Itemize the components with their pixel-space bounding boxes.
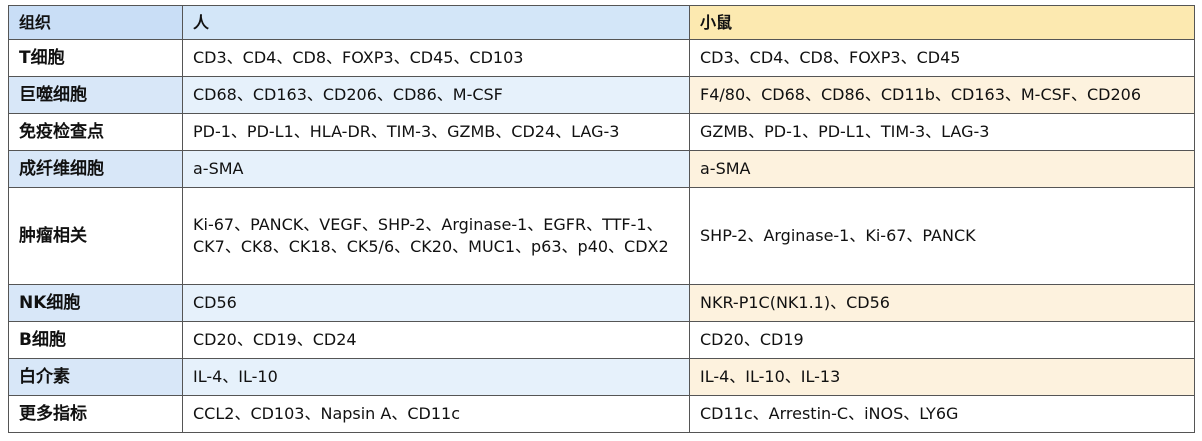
- table-row: 成纤维细胞 a-SMA a-SMA: [8, 150, 1195, 188]
- header-cell: 组织: [8, 5, 183, 40]
- human-cell: CD56: [182, 284, 690, 322]
- human-cell: a-SMA: [182, 150, 690, 188]
- table-row: NK细胞 CD56 NKR-P1C(NK1.1)、CD56: [8, 284, 1195, 322]
- table-row: B细胞 CD20、CD19、CD24 CD20、CD19: [8, 321, 1195, 359]
- mouse-cell: CD3、CD4、CD8、FOXP3、CD45: [689, 39, 1195, 77]
- table-row: 更多指标 CCL2、CD103、Napsin A、CD11c CD11c、Arres…: [8, 395, 1195, 433]
- tissue-cell: 更多指标: [8, 395, 183, 433]
- table-body: T细胞 CD3、CD4、CD8、FOXP3、CD45、CD103 CD3、CD4、C…: [8, 39, 1195, 433]
- human-cell: CCL2、CD103、Napsin A、CD11c: [182, 395, 690, 433]
- tissue-cell: 免疫检查点: [8, 113, 183, 151]
- tissue-cell: NK细胞: [8, 284, 183, 322]
- tissue-cell: T细胞: [8, 39, 183, 77]
- table-row: 巨噬细胞 CD68、CD163、CD206、CD86、M-CSF F4/80、CD6…: [8, 76, 1195, 114]
- human-cell: CD68、CD163、CD206、CD86、M-CSF: [182, 76, 690, 114]
- tissue-cell: 肿瘤相关: [8, 187, 183, 285]
- mouse-cell: CD11c、Arrestin-C、iNOS、LY6G: [689, 395, 1195, 433]
- header-cell: 人: [182, 5, 690, 40]
- mouse-cell: F4/80、CD68、CD86、CD11b、CD163、M-CSF、CD206: [689, 76, 1195, 114]
- mouse-cell: IL-4、IL-10、IL-13: [689, 358, 1195, 396]
- human-cell: CD3、CD4、CD8、FOXP3、CD45、CD103: [182, 39, 690, 77]
- table-row: 白介素 IL-4、IL-10 IL-4、IL-10、IL-13: [8, 358, 1195, 396]
- mouse-cell: CD20、CD19: [689, 321, 1195, 359]
- human-cell: Ki-67、PANCK、VEGF、SHP-2、Arginase-1、EGFR、T…: [182, 187, 690, 285]
- header-row: 组织人小鼠: [8, 5, 1195, 40]
- marker-table: 组织人小鼠 T细胞 CD3、CD4、CD8、FOXP3、CD45、CD103 CD3…: [8, 5, 1195, 433]
- tissue-cell: 成纤维细胞: [8, 150, 183, 188]
- tissue-cell: B细胞: [8, 321, 183, 359]
- table-row: 免疫检查点 PD-1、PD-L1、HLA-DR、TIM-3、GZMB、CD24、L…: [8, 113, 1195, 151]
- human-cell: PD-1、PD-L1、HLA-DR、TIM-3、GZMB、CD24、LAG-3: [182, 113, 690, 151]
- mouse-cell: GZMB、PD-1、PD-L1、TIM-3、LAG-3: [689, 113, 1195, 151]
- human-cell: IL-4、IL-10: [182, 358, 690, 396]
- tissue-cell: 巨噬细胞: [8, 76, 183, 114]
- tissue-cell: 白介素: [8, 358, 183, 396]
- header-cell: 小鼠: [689, 5, 1195, 40]
- table-row: 肿瘤相关 Ki-67、PANCK、VEGF、SHP-2、Arginase-1、EG…: [8, 187, 1195, 285]
- table-row: T细胞 CD3、CD4、CD8、FOXP3、CD45、CD103 CD3、CD4、C…: [8, 39, 1195, 77]
- mouse-cell: SHP-2、Arginase-1、Ki-67、PANCK: [689, 187, 1195, 285]
- human-cell: CD20、CD19、CD24: [182, 321, 690, 359]
- table-container: 组织人小鼠 T细胞 CD3、CD4、CD8、FOXP3、CD45、CD103 CD3…: [8, 5, 1195, 433]
- mouse-cell: a-SMA: [689, 150, 1195, 188]
- mouse-cell: NKR-P1C(NK1.1)、CD56: [689, 284, 1195, 322]
